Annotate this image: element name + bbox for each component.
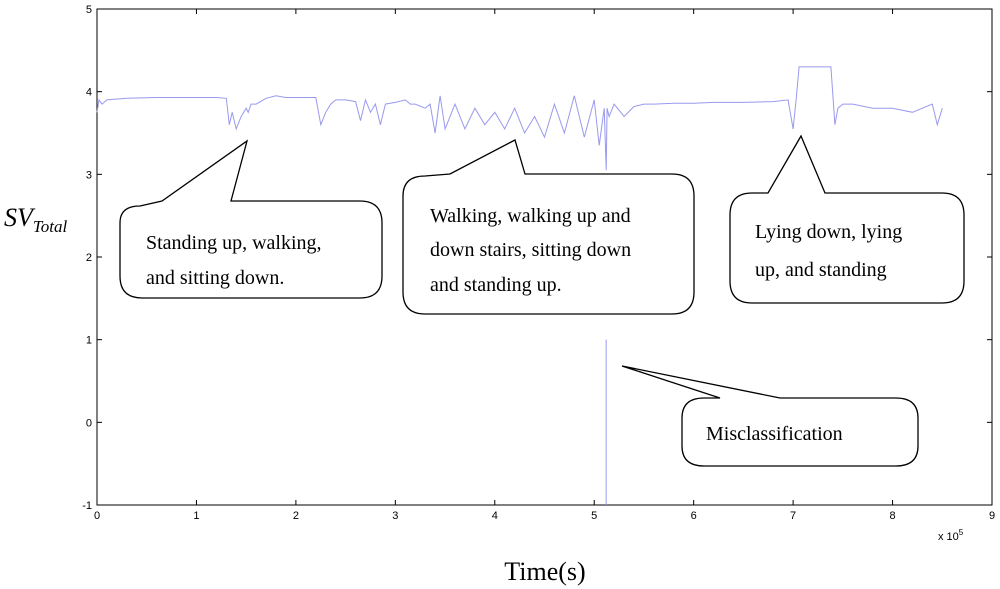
x-tick-label: 6 (691, 510, 697, 522)
callout-text-line: up, and standing (755, 259, 887, 281)
x-axis-label: Time(s) (504, 557, 585, 586)
callout-misclassification: Misclassification (621, 365, 919, 467)
y-axis-label: SVTotal (4, 203, 68, 236)
callout-text-line: Walking, walking up and (430, 205, 631, 227)
callout-text-line: Lying down, lying (755, 221, 902, 243)
series-layer (96, 66, 943, 505)
y-tick-label: -1 (82, 500, 92, 512)
callout-lying: Lying down, lying up, and standing (729, 134, 965, 304)
y-tick-label: 4 (86, 87, 92, 99)
x-axis-ticks: 0 1 2 3 4 5 6 7 8 9 (94, 9, 995, 522)
x-tick-label: 0 (94, 510, 100, 522)
y-tick-label: 3 (86, 169, 92, 181)
x-tick-label: 7 (790, 510, 796, 522)
y-tick-label: 0 (86, 417, 92, 429)
x-tick-label: 4 (492, 510, 498, 522)
callout-text-line: and standing up. (430, 274, 562, 296)
y-tick-label: 1 (86, 335, 92, 347)
x-tick-label: 3 (392, 510, 398, 522)
x-tick-label: 2 (293, 510, 299, 522)
y-tick-label: 2 (86, 252, 92, 264)
y-tick-label: 5 (86, 4, 92, 16)
callout-standing: Standing up, walking, and sitting down. (119, 139, 383, 299)
callout-text-line: and sitting down. (146, 267, 284, 289)
x-tick-label: 8 (889, 510, 895, 522)
callout-text-line: Misclassification (706, 423, 843, 445)
x-tick-label: 1 (193, 510, 199, 522)
callout-text-line: down stairs, sitting down (430, 239, 631, 261)
callout-text-line: Standing up, walking, (146, 232, 322, 254)
x-tick-label: 5 (591, 510, 597, 522)
x-tick-label: 9 (989, 510, 995, 522)
y-axis-ticks: -1 0 1 2 3 4 5 (82, 4, 992, 512)
callout-walking: Walking, walking up and down stairs, sit… (402, 139, 695, 315)
series-line (96, 66, 943, 171)
x-exponent-label: x 105 (938, 528, 964, 543)
